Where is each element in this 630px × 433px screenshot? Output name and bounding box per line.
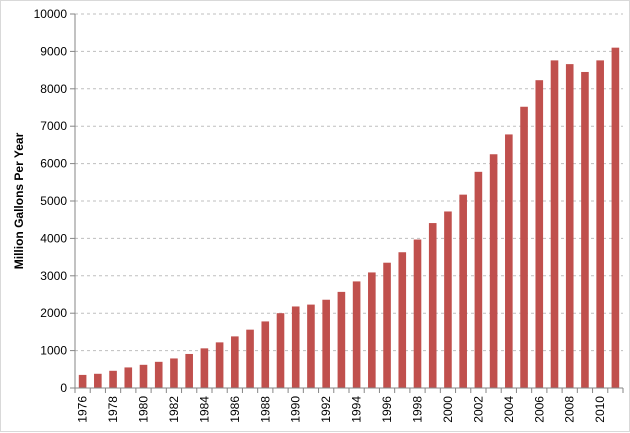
bar <box>565 64 574 388</box>
y-tick-label: 0 <box>60 381 67 395</box>
bar <box>261 321 270 388</box>
bar <box>596 60 604 388</box>
bar <box>215 342 224 388</box>
bar <box>520 106 528 388</box>
y-tick-label: 7000 <box>40 119 67 133</box>
y-tick-label: 8000 <box>40 82 67 96</box>
y-tick-label: 9000 <box>40 44 67 58</box>
bar <box>170 358 178 388</box>
bar <box>352 281 361 388</box>
bar <box>154 361 163 388</box>
x-tick-label: 1990 <box>289 396 303 423</box>
y-tick-label: 4000 <box>40 231 67 245</box>
x-tick-label: 2000 <box>441 396 455 423</box>
bar <box>109 370 117 388</box>
bar <box>200 348 209 388</box>
bar <box>444 211 452 388</box>
bar <box>413 239 422 388</box>
x-tick-label: 1996 <box>380 396 394 423</box>
bar <box>231 336 239 388</box>
bar <box>291 306 300 388</box>
bar <box>459 194 467 388</box>
x-tick-label: 2010 <box>593 396 607 423</box>
bars <box>78 47 620 388</box>
bar <box>489 154 498 388</box>
bar <box>474 171 483 388</box>
x-tick-label: 1992 <box>319 396 333 423</box>
x-tick-label: 1976 <box>76 396 90 423</box>
x-tick-label: 2008 <box>563 396 577 423</box>
y-tick-label: 10000 <box>34 7 68 21</box>
bar <box>124 367 133 388</box>
axes <box>70 13 624 393</box>
bar <box>505 134 513 388</box>
bar <box>383 262 391 388</box>
bar <box>535 80 544 388</box>
bar <box>246 329 254 388</box>
bar <box>581 71 589 388</box>
bar <box>139 364 148 388</box>
bar <box>307 304 315 388</box>
y-tick-label: 5000 <box>40 194 67 208</box>
x-tick-label: 1984 <box>197 396 211 423</box>
x-tick-label: 1982 <box>167 396 181 423</box>
x-tick-label: 2006 <box>532 396 546 423</box>
bar <box>322 299 330 388</box>
x-tick-label: 1978 <box>106 396 120 423</box>
x-tick-label: 1980 <box>137 396 151 423</box>
y-tick-label: 6000 <box>40 157 67 171</box>
bar <box>398 252 407 388</box>
y-tick-label: 1000 <box>40 344 67 358</box>
x-tick-label: 2002 <box>471 396 485 423</box>
bar <box>428 223 437 388</box>
bar <box>337 291 346 388</box>
bar <box>185 353 193 388</box>
x-tick-label: 1998 <box>411 396 425 423</box>
bar <box>78 374 87 388</box>
x-tick-label: 2004 <box>502 396 516 423</box>
x-tick-label: 1986 <box>228 396 242 423</box>
tick-labels: 0 1000 2000 3000 4000 5000 6000 7000 8000 9000 100… <box>34 7 608 423</box>
x-tick-label: 1988 <box>258 396 272 423</box>
x-tick-label: 1994 <box>350 396 364 423</box>
y-tick-label: 3000 <box>40 269 67 283</box>
y-axis-title: Million Gallons Per Year <box>12 132 26 269</box>
bar <box>611 47 620 388</box>
bar <box>550 60 559 388</box>
y-tick-label: 2000 <box>40 306 67 320</box>
gridlines <box>75 13 623 352</box>
bar <box>276 313 285 388</box>
bar <box>94 373 102 388</box>
bar <box>368 272 376 388</box>
